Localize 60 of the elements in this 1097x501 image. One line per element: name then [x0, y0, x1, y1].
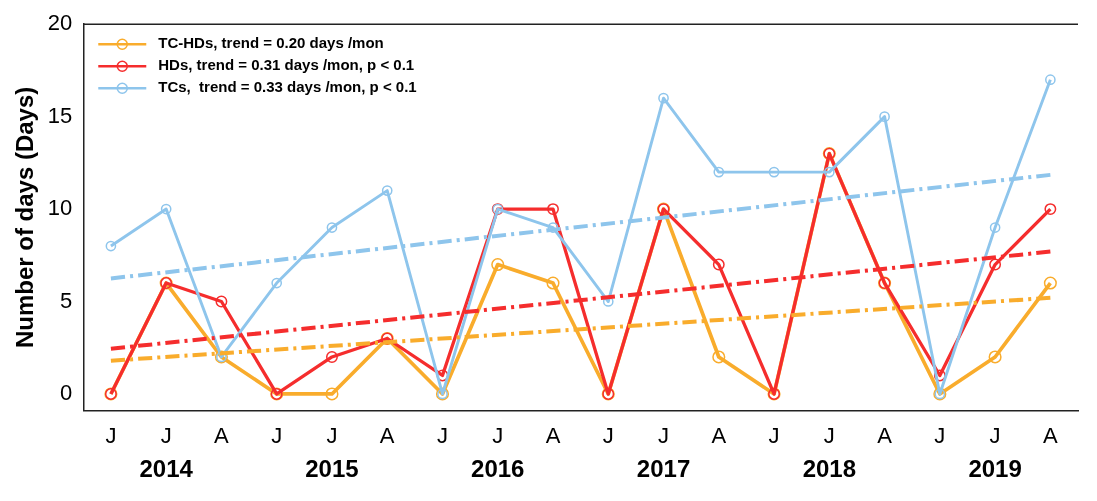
y-tick-label: 20 [47, 10, 73, 36]
point [381, 185, 393, 196]
text: 2017 [636, 455, 691, 483]
y-tick-label: 10 [47, 195, 73, 221]
point [326, 351, 338, 363]
text: 2016 [471, 455, 525, 483]
x-tick-label: A [877, 422, 893, 448]
x-tick-label: A [711, 422, 727, 448]
y-tick-label: 15 [47, 102, 73, 128]
x-tick-label: J [823, 422, 835, 448]
x-tick-label: A [545, 422, 561, 448]
point [933, 369, 946, 382]
point [1044, 203, 1057, 216]
x-tick-label: J [492, 422, 504, 448]
x-tick-label: J [160, 422, 172, 448]
x-tick-label: J [602, 422, 614, 448]
y-tick-label: 5 [60, 287, 73, 313]
text: 2014 [139, 455, 194, 483]
x-tick-label: J [989, 422, 1001, 448]
point [879, 111, 890, 122]
x-tick-label: J [105, 422, 117, 448]
point [547, 203, 559, 216]
x-tick-label: A [379, 422, 395, 448]
x-tick-label: J [271, 422, 283, 448]
text: 2015 [305, 455, 359, 483]
text: 2018 [802, 455, 857, 483]
point [160, 203, 172, 215]
point [713, 166, 725, 178]
point [271, 277, 283, 289]
point [546, 276, 560, 290]
x-tick-label: A [1043, 422, 1059, 448]
x-tick-label: J [934, 422, 946, 448]
y-tick-label: 0 [60, 380, 73, 406]
x-tick-label: A [214, 422, 230, 448]
legend-label: TC-HDs, trend = 0.20 days /mon [158, 34, 384, 52]
point [658, 92, 669, 104]
point [547, 222, 559, 233]
x-tick-label: J [436, 422, 448, 448]
point [1043, 276, 1057, 290]
point [215, 295, 228, 308]
point [989, 258, 1002, 271]
point [491, 257, 505, 272]
point [989, 222, 1001, 233]
legend-label: HDs, trend = 0.31 days /mon, p < 0.1 [158, 56, 415, 74]
legend-label: TCs, trend = 0.33 days /mon, p < 0.1 [158, 78, 417, 96]
point [712, 258, 725, 271]
x-tick-label: J [768, 422, 780, 448]
x-tick-label: J [326, 422, 338, 448]
point [823, 166, 835, 178]
point [326, 222, 338, 233]
x-tick-label: J [658, 422, 670, 448]
point [1045, 74, 1056, 86]
y-axis-title: Number of days (Days) [11, 86, 39, 349]
point [988, 350, 1002, 364]
point [712, 350, 726, 364]
point [105, 240, 117, 252]
point [325, 387, 339, 401]
text: 2019 [968, 455, 1022, 483]
point [436, 369, 449, 382]
point [768, 166, 780, 178]
